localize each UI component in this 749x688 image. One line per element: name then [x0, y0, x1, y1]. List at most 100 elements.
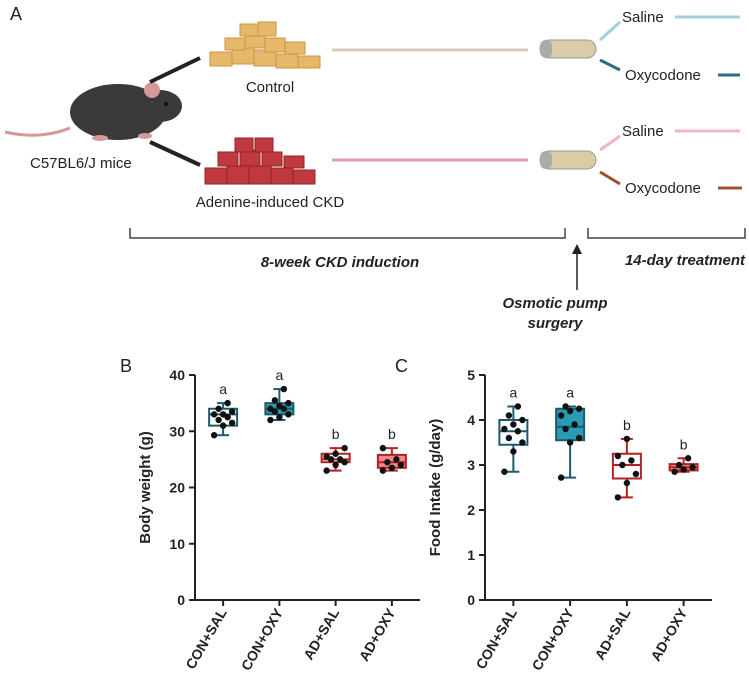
label: surgery	[527, 315, 583, 332]
data-point	[566, 407, 574, 415]
label: 14-day treatment	[625, 252, 746, 269]
data-point	[619, 461, 626, 469]
data-point	[397, 461, 405, 469]
data-point	[388, 464, 396, 472]
data-point	[557, 474, 565, 481]
data-point	[628, 457, 635, 464]
group-letter: a	[509, 385, 517, 401]
data-point	[210, 431, 218, 439]
data-point	[323, 467, 330, 474]
panel-label: B	[120, 356, 132, 376]
x-tick-label: CON+OXY	[528, 605, 577, 673]
data-point	[505, 434, 513, 442]
data-point	[285, 399, 292, 407]
x-tick-label: CON+OXY	[238, 605, 287, 673]
label: Adenine-induced CKD	[196, 194, 345, 211]
data-point	[514, 428, 522, 435]
data-point	[501, 425, 508, 433]
data-point	[684, 455, 692, 462]
y-tick-label: 40	[169, 367, 185, 383]
data-point	[219, 422, 227, 429]
data-point	[228, 408, 236, 415]
y-tick-label: 0	[177, 592, 185, 608]
group-letter: a	[275, 367, 283, 383]
label: 8-week CKD induction	[261, 254, 419, 271]
data-point	[519, 416, 526, 424]
data-point	[393, 456, 400, 463]
data-point	[336, 456, 344, 463]
data-point	[228, 419, 236, 427]
data-point	[285, 411, 292, 418]
data-point	[267, 405, 274, 412]
data-point	[514, 403, 522, 410]
y-tick-label: 30	[169, 423, 185, 439]
group-letter: b	[680, 436, 688, 452]
x-tick-label: CON+SAL	[472, 605, 520, 672]
data-point	[379, 467, 387, 474]
label: Oxycodone	[625, 67, 701, 84]
panel-a: A Control C57BL6/J mice Adenine-induced …	[4, 4, 746, 332]
y-tick-label: 20	[169, 480, 185, 496]
data-point	[280, 385, 288, 393]
adenine-pellets	[204, 137, 316, 185]
data-point	[501, 468, 508, 475]
y-tick-label: 5	[467, 367, 475, 383]
data-point	[671, 468, 678, 475]
y-tick-label: 4	[467, 412, 475, 428]
data-point	[379, 444, 387, 452]
y-axis-label: Body weight (g)	[137, 431, 154, 544]
data-point	[215, 405, 222, 412]
data-point	[510, 421, 517, 428]
data-point	[276, 402, 283, 410]
data-point	[623, 479, 631, 487]
data-point	[267, 416, 274, 424]
group-letter: a	[566, 385, 574, 401]
data-point	[623, 435, 631, 443]
data-point	[562, 425, 569, 433]
mouse-icon	[4, 82, 182, 141]
panel-label: C	[395, 356, 408, 376]
data-point	[571, 421, 578, 428]
connector	[149, 56, 201, 84]
panel-label: A	[10, 4, 22, 24]
data-point	[510, 448, 517, 455]
data-point	[332, 461, 339, 469]
group-letter: b	[332, 426, 340, 442]
data-point	[505, 412, 513, 419]
data-point	[276, 413, 283, 421]
data-point	[557, 412, 565, 419]
data-point	[271, 397, 279, 404]
group-letter: b	[388, 426, 396, 442]
data-point	[614, 452, 622, 460]
data-point	[384, 458, 391, 466]
x-tick-label: AD+OXY	[356, 605, 399, 664]
box-chart: B Body weight (g) 0 10 20 30 40 CON+SAL a CON+OXY…	[120, 356, 420, 673]
x-tick-label: CON+SAL	[182, 605, 230, 672]
data-point	[341, 444, 348, 452]
connector	[149, 140, 201, 167]
y-tick-label: 3	[467, 457, 475, 473]
data-point	[219, 411, 227, 418]
data-point	[332, 450, 339, 457]
y-tick-label: 1	[467, 547, 475, 563]
data-point	[689, 464, 696, 471]
data-point	[614, 494, 622, 501]
control-pellets	[209, 21, 321, 69]
data-point	[675, 461, 683, 469]
group-letter: b	[623, 417, 631, 433]
data-point	[215, 416, 222, 424]
data-point	[575, 405, 583, 412]
data-point	[632, 470, 640, 478]
y-tick-label: 2	[467, 502, 475, 518]
group-letter: a	[219, 381, 227, 397]
pump-icon	[539, 39, 597, 170]
data-point	[210, 411, 218, 418]
y-tick-label: 10	[169, 536, 185, 552]
x-tick-label: AD+OXY	[647, 605, 690, 664]
data-point	[562, 403, 569, 410]
label: C57BL6/J mice	[30, 155, 132, 172]
x-tick-label: AD+SAL	[591, 605, 633, 662]
y-axis-label: Food Intake (g/day)	[427, 419, 444, 557]
box-chart: C Food Intake (g/day) 0 1 2 3 4 5 CON+SAL a CON+OX…	[395, 356, 712, 673]
